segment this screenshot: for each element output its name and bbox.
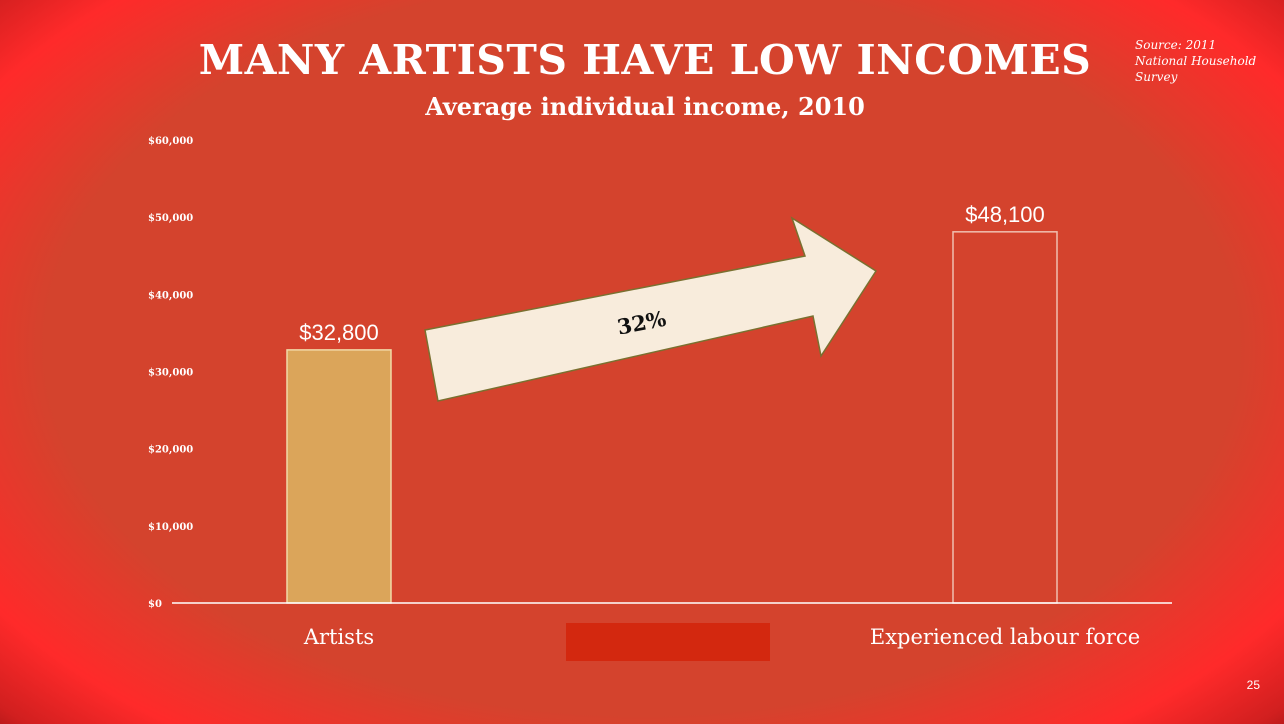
- source-line: Survey: [1135, 70, 1178, 84]
- bar: [286, 349, 392, 604]
- chart-subtitle: Average individual income, 2010: [425, 92, 865, 121]
- y-tick-label: $0: [148, 599, 162, 610]
- growth-arrow: [424, 216, 878, 402]
- page-number: 25: [1246, 678, 1260, 692]
- slide-title: MANY ARTISTS HAVE LOW INCOMES: [198, 36, 1092, 84]
- y-tick-label: $30,000: [148, 368, 193, 379]
- y-tick-label: $40,000: [148, 290, 193, 301]
- source-line: Source: 2011: [1135, 38, 1217, 52]
- data-label: $32,800: [299, 320, 379, 345]
- y-tick-label: $60,000: [148, 136, 193, 147]
- legend-swatch: [566, 623, 770, 661]
- y-tick-label: $10,000: [148, 522, 193, 533]
- y-tick-label: $20,000: [148, 445, 193, 456]
- source-note: Source: 2011 National Household Survey: [1135, 37, 1275, 85]
- x-category-label: Artists: [303, 625, 374, 649]
- x-category-label: Experienced labour force: [870, 625, 1140, 649]
- data-label: $48,100: [965, 202, 1045, 227]
- source-line: National Household: [1135, 54, 1257, 68]
- y-tick-label: $50,000: [148, 213, 193, 224]
- bar: [952, 231, 1058, 604]
